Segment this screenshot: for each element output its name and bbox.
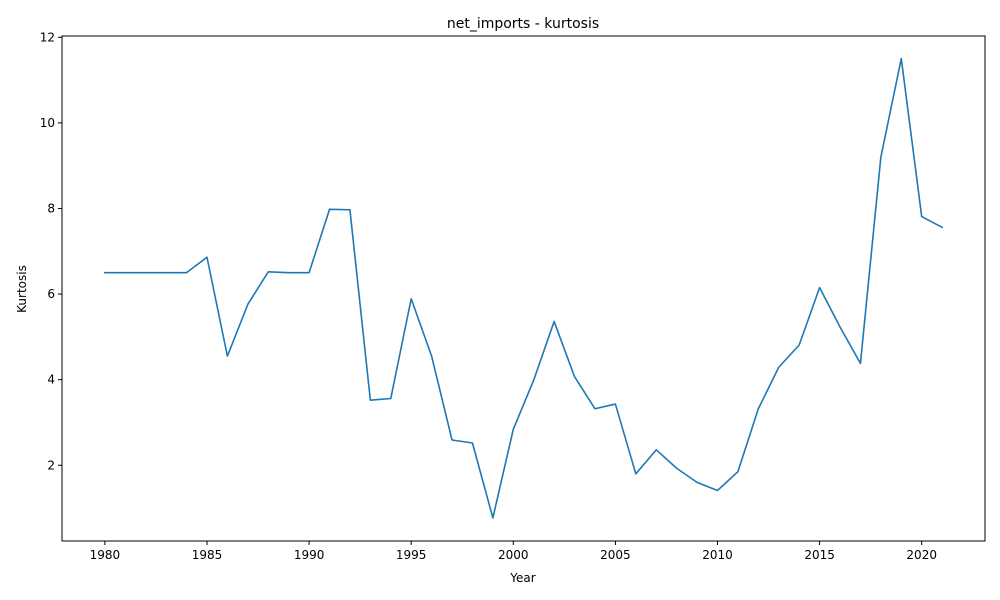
y-tick-label: 6 <box>47 287 55 301</box>
x-tick-label: 2000 <box>498 548 529 562</box>
y-tick-label: 12 <box>40 30 55 44</box>
x-tick-label: 1995 <box>396 548 427 562</box>
x-tick-label: 2015 <box>804 548 835 562</box>
chart-title: net_imports - kurtosis <box>447 16 599 32</box>
series-layer <box>104 57 944 519</box>
x-tick-label: 2010 <box>702 548 733 562</box>
y-tick-label: 10 <box>40 116 55 130</box>
x-tick-label: 2020 <box>906 548 937 562</box>
x-axis-label: Year <box>509 571 535 585</box>
y-tick-label: 8 <box>47 201 55 215</box>
plot-frame <box>61 35 986 542</box>
ticks-layer: 1980 1985 1990 1995 2000 2005 2010 2015 2020 2 4 6 8… <box>40 30 937 562</box>
y-axis-label: Kurtosis <box>15 265 29 313</box>
series-line <box>104 57 944 519</box>
y-tick-label: 4 <box>47 373 55 387</box>
y-tick-label: 2 <box>47 458 55 472</box>
x-tick-label: 1990 <box>294 548 325 562</box>
x-tick-label: 1985 <box>192 548 223 562</box>
x-tick-label: 2005 <box>600 548 631 562</box>
x-tick-label: 1980 <box>90 548 121 562</box>
